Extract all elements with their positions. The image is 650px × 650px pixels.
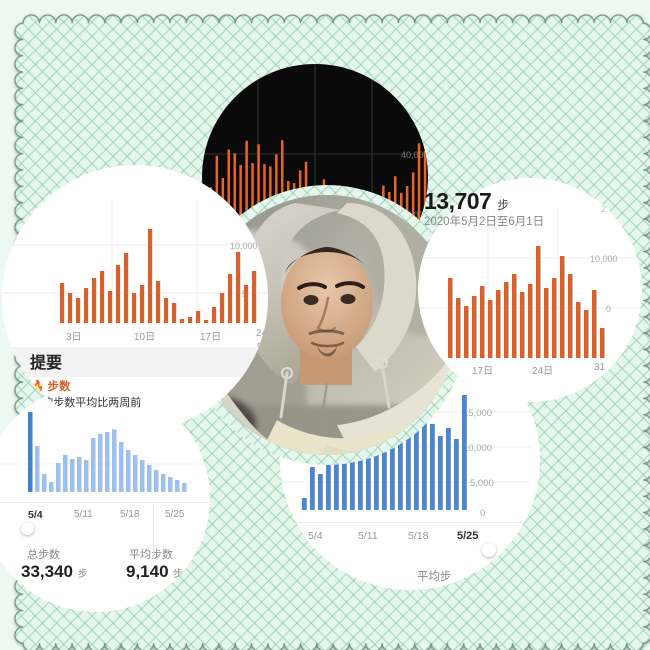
svg-text:10,000: 10,000 bbox=[463, 443, 492, 454]
svg-text:0: 0 bbox=[606, 304, 611, 314]
svg-text:10,000: 10,000 bbox=[230, 241, 258, 251]
svg-text:15: 15 bbox=[242, 196, 252, 206]
svg-text:5,000: 5,000 bbox=[470, 478, 494, 489]
svg-text:0: 0 bbox=[480, 508, 485, 519]
svg-text:10,000: 10,000 bbox=[590, 254, 618, 264]
svg-text:15,000: 15,000 bbox=[463, 408, 492, 419]
